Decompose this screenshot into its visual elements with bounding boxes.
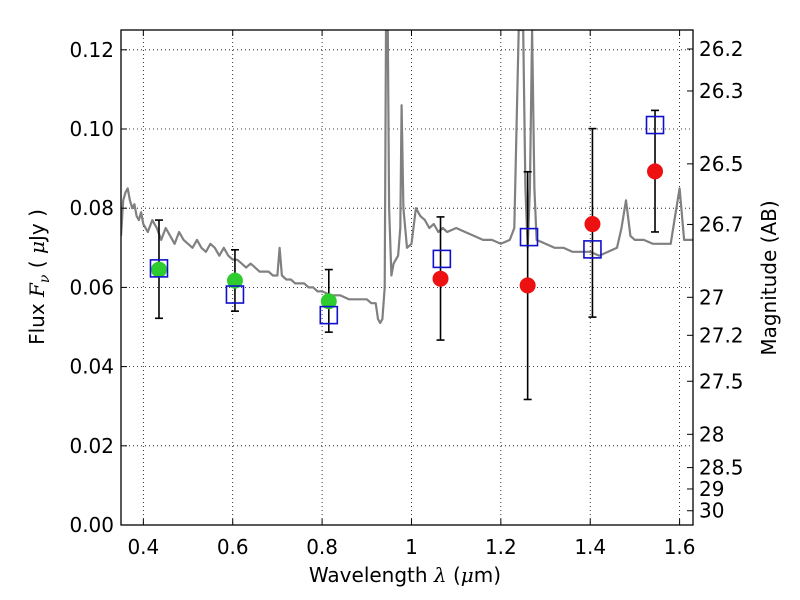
y-tick-label: 0.10	[69, 117, 114, 141]
x-tick-label: 1.2	[485, 535, 517, 559]
green-point	[320, 293, 337, 310]
y-tick-label: 0.08	[69, 196, 114, 220]
y-axis-ticks: 0.00 0.02 0.04 0.06 0.08 0.10 0.12	[69, 38, 127, 537]
right-tick-label: 28	[699, 422, 724, 446]
y-tick-label: 0.06	[69, 275, 114, 299]
model-box	[432, 249, 452, 269]
x-tick-label: 1.4	[574, 535, 606, 559]
right-axis-label: Magnitude (AB)	[757, 200, 781, 355]
right-tick-label: 26.3	[699, 79, 744, 103]
right-tick-label: 29	[699, 477, 724, 501]
plot-frame	[120, 29, 694, 526]
green-point	[150, 261, 167, 278]
model-box	[645, 115, 665, 135]
right-tick-label: 26.2	[699, 37, 744, 61]
x-tick-label: 0.4	[127, 535, 159, 559]
x-tick-label: 1	[405, 535, 418, 559]
grid-lines	[121, 30, 693, 526]
y-tick-label: 0.02	[69, 434, 114, 458]
right-tick-label: 27	[699, 285, 724, 309]
red-point	[647, 163, 664, 180]
right-tick-label: 27.2	[699, 323, 744, 347]
green-point	[226, 272, 243, 289]
model-box	[583, 240, 602, 259]
red-point	[584, 216, 601, 233]
model-box	[519, 227, 539, 247]
y-tick-label: 0.12	[69, 38, 114, 62]
observed-points	[150, 163, 664, 310]
model-box	[225, 285, 245, 304]
red-point	[519, 277, 536, 294]
red-point	[432, 270, 449, 287]
model-box	[149, 259, 169, 278]
x-axis-ticks: 0.4 0.6 0.8 1 1.2 1.4 1.6	[127, 30, 696, 559]
model-spectrum	[121, 30, 693, 325]
x-tick-label: 0.8	[306, 535, 338, 559]
y-axis-label: Flux Fν ( μJy )	[25, 209, 53, 345]
spectrum-line	[121, 30, 693, 325]
right-tick-label: 26.5	[699, 152, 744, 176]
x-tick-label: 0.6	[217, 535, 249, 559]
x-tick-label: 1.6	[664, 535, 696, 559]
y-tick-label: 0.00	[69, 513, 114, 537]
right-tick-label: 27.5	[699, 369, 744, 393]
right-tick-label: 30	[699, 499, 724, 523]
y-tick-label: 0.04	[69, 355, 114, 379]
right-tick-label: 28.5	[699, 456, 744, 480]
model-box	[319, 305, 339, 325]
model-boxes	[149, 115, 665, 325]
right-tick-label: 26.7	[699, 212, 744, 236]
x-axis-label: Wavelength λ (μm)	[309, 563, 501, 587]
